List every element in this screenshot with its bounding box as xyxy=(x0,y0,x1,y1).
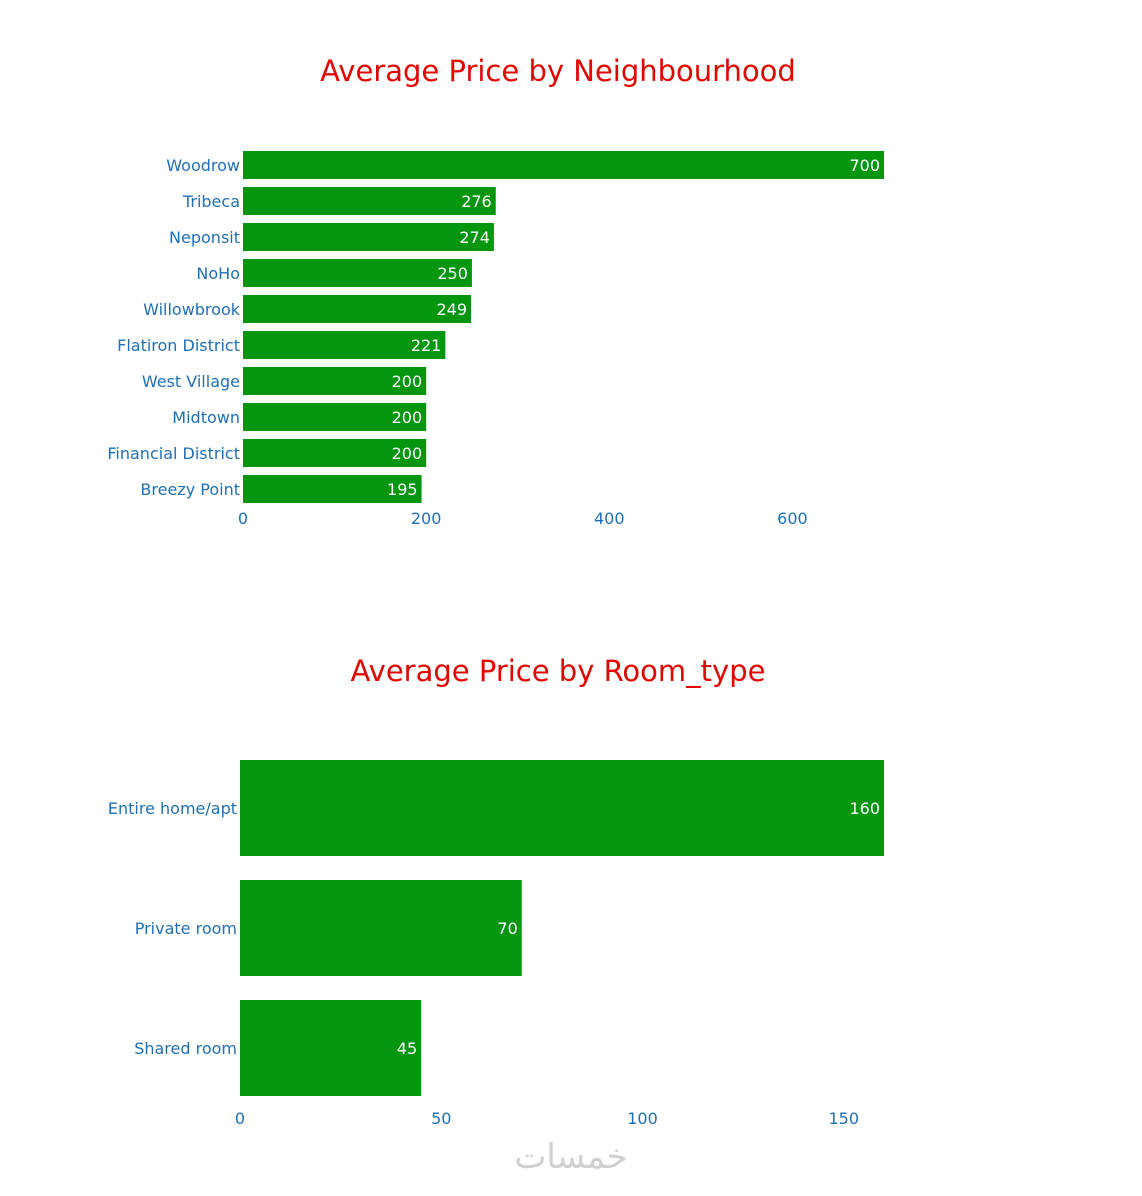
neighbourhood-bar-neponsit xyxy=(243,223,494,251)
neighbourhood-category-label: West Village xyxy=(142,372,240,391)
neighbourhood-bar-woodrow xyxy=(243,151,884,179)
neighbourhood-bars xyxy=(243,151,884,503)
room-type-x-tick-label: 0 xyxy=(235,1109,245,1128)
room-type-x-tick-label: 100 xyxy=(627,1109,658,1128)
neighbourhood-x-tick-label: 600 xyxy=(777,509,808,528)
neighbourhood-value-label: 249 xyxy=(436,300,467,319)
neighbourhood-value-label: 276 xyxy=(461,192,492,211)
chart-title-room-type: Average Price by Room_type xyxy=(351,654,766,688)
neighbourhood-bar-financial-district xyxy=(243,439,427,467)
neighbourhood-bar-flatiron-district xyxy=(243,331,446,359)
neighbourhood-chart: Average Price by Neighbourhood Woodrow Tr… xyxy=(107,54,884,528)
neighbourhood-category-label: Breezy Point xyxy=(140,480,240,499)
neighbourhood-category-label: Midtown xyxy=(172,408,240,427)
room-type-category-label: Entire home/apt xyxy=(108,799,237,818)
room-type-bar-private-room xyxy=(240,880,522,976)
neighbourhood-category-label: NoHo xyxy=(196,264,240,283)
room-type-bar-entire-home-apt xyxy=(240,760,884,856)
room-type-value-label: 160 xyxy=(849,799,880,818)
room-type-category-label: Shared room xyxy=(134,1039,237,1058)
neighbourhood-value-label: 200 xyxy=(392,408,423,427)
neighbourhood-category-labels: Woodrow Tribeca Neponsit NoHo Willowbrook Fla… xyxy=(107,156,240,499)
room-type-bar-shared-room xyxy=(240,1000,422,1096)
neighbourhood-value-label: 221 xyxy=(411,336,442,355)
neighbourhood-value-label: 200 xyxy=(392,372,423,391)
neighbourhood-category-label: Neponsit xyxy=(169,228,240,247)
room-type-bars xyxy=(240,760,884,1096)
neighbourhood-x-ticks: 0 200 400 600 xyxy=(238,509,808,528)
neighbourhood-value-label: 700 xyxy=(849,156,880,175)
room-type-x-ticks: 0 50 100 150 xyxy=(235,1109,859,1128)
neighbourhood-bar-noho xyxy=(243,259,472,287)
room-type-value-label: 45 xyxy=(397,1039,417,1058)
room-type-category-labels: Entire home/apt Private room Shared room xyxy=(108,799,237,1058)
room-type-value-label: 70 xyxy=(497,919,517,938)
room-type-value-labels: 160 70 45 xyxy=(397,799,880,1058)
watermark-text: خمسات xyxy=(514,1137,627,1177)
room-type-chart: Average Price by Room_type Entire home/a… xyxy=(108,654,884,1128)
neighbourhood-bar-breezy-point xyxy=(243,475,422,503)
neighbourhood-bar-midtown xyxy=(243,403,427,431)
room-type-x-tick-label: 150 xyxy=(828,1109,859,1128)
neighbourhood-value-label: 274 xyxy=(459,228,490,247)
neighbourhood-bar-tribeca xyxy=(243,187,496,215)
neighbourhood-x-tick-label: 0 xyxy=(238,509,248,528)
neighbourhood-category-label: Flatiron District xyxy=(117,336,240,355)
neighbourhood-category-label: Woodrow xyxy=(166,156,240,175)
neighbourhood-category-label: Tribeca xyxy=(182,192,240,211)
chart-title-neighbourhood: Average Price by Neighbourhood xyxy=(320,54,796,88)
neighbourhood-bar-west-village xyxy=(243,367,427,395)
neighbourhood-x-tick-label: 200 xyxy=(411,509,442,528)
neighbourhood-x-tick-label: 400 xyxy=(594,509,625,528)
neighbourhood-value-label: 250 xyxy=(437,264,468,283)
neighbourhood-value-labels: 700 276 274 250 249 221 200 200 200 195 xyxy=(387,156,880,499)
neighbourhood-category-label: Willowbrook xyxy=(143,300,241,319)
room-type-category-label: Private room xyxy=(135,919,237,938)
neighbourhood-bar-willowbrook xyxy=(243,295,472,323)
room-type-x-tick-label: 50 xyxy=(431,1109,451,1128)
neighbourhood-value-label: 195 xyxy=(387,480,418,499)
neighbourhood-category-label: Financial District xyxy=(107,444,240,463)
neighbourhood-value-label: 200 xyxy=(392,444,423,463)
